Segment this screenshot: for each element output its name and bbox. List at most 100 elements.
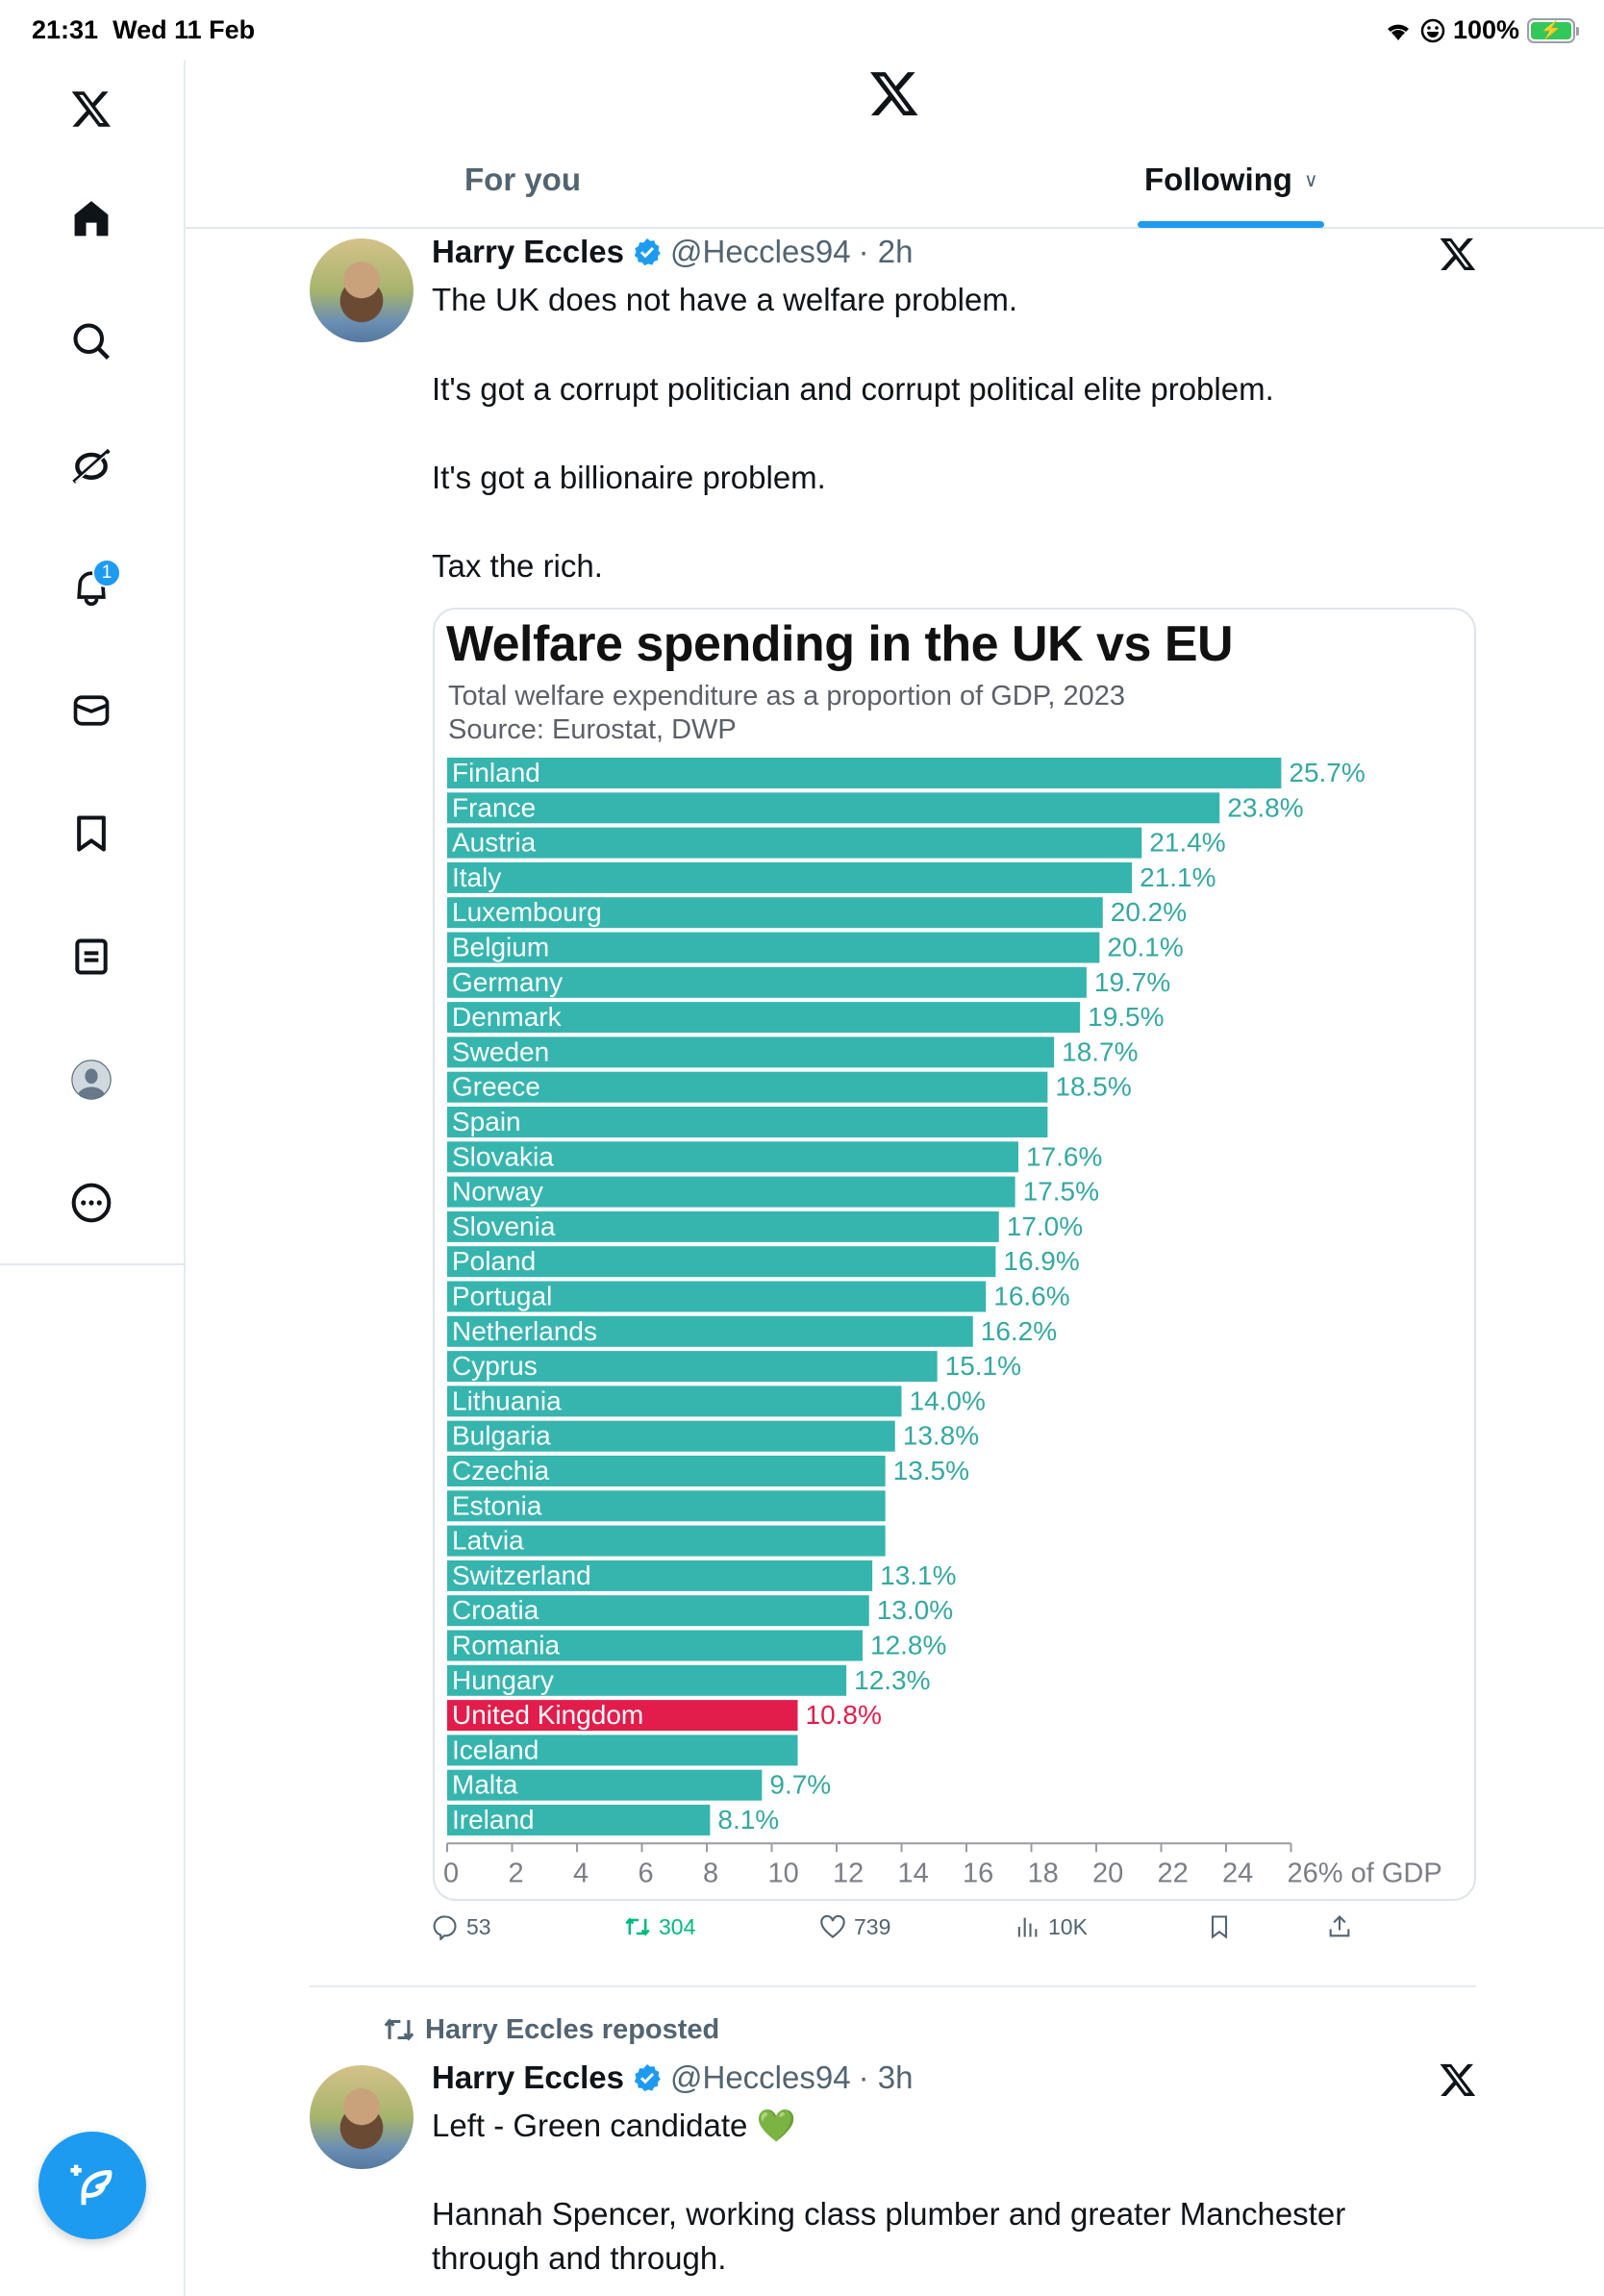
bar-value-label: 19.5% [1088, 1002, 1164, 1032]
bar-value-label: 21.1% [1140, 862, 1216, 892]
x-tick-label: 16 [963, 1858, 993, 1888]
bar [447, 1630, 863, 1661]
like-count: 739 [854, 1913, 891, 1939]
bar-value-label: 13.5% [893, 1456, 969, 1485]
bar-value-label: 21.4% [1149, 828, 1225, 858]
bar-category-label: Italy [452, 862, 501, 892]
bar [447, 1036, 1055, 1068]
bar-category-label: Netherlands [452, 1316, 597, 1346]
chart-title: Welfare spending in the UK vs EU [446, 616, 1234, 672]
reply-button[interactable]: 53 [432, 1913, 491, 1940]
verified-badge-icon [634, 2064, 661, 2092]
more-icon[interactable] [60, 1171, 123, 1235]
mail-icon[interactable] [60, 679, 123, 742]
bar [447, 1141, 1018, 1173]
share-button[interactable] [1326, 1913, 1353, 1940]
bar [447, 1595, 869, 1627]
bar [447, 1176, 1015, 1208]
x-tick-label: 2 [509, 1858, 524, 1888]
bar-value-label: 17.5% [1023, 1177, 1099, 1207]
bookmark-button[interactable] [1206, 1913, 1233, 1940]
author-handle[interactable]: @Heccles94 [669, 234, 851, 269]
x-tick-label: 14 [898, 1858, 929, 1888]
profile-icon[interactable] [60, 1048, 123, 1111]
bar-category-label: Romania [452, 1631, 560, 1660]
bar [447, 1700, 798, 1732]
bookmark-icon[interactable] [60, 802, 123, 865]
grok-actions-icon[interactable] [1439, 2060, 1477, 2099]
bar-category-label: Estonia [452, 1490, 542, 1520]
bar-category-label: Greece [452, 1072, 540, 1102]
x-tick-label: 22 [1158, 1858, 1189, 1888]
repost-icon [625, 1917, 650, 1936]
tab-for-you[interactable]: For you [464, 162, 581, 197]
tab-following-label: Following [1144, 162, 1292, 197]
bar-category-label: France [452, 792, 536, 822]
author-name[interactable]: Harry Eccles [432, 2059, 624, 2095]
bar [447, 1107, 1048, 1137]
bar [447, 792, 1220, 824]
tweet-time[interactable]: · 2h [858, 234, 914, 269]
share-icon [1329, 1915, 1350, 1937]
view-count: 10K [1048, 1913, 1088, 1939]
reply-icon [433, 1915, 457, 1940]
bar-category-label: Ireland [452, 1805, 535, 1834]
focus-smiley-icon [1420, 18, 1445, 42]
bar-chart: Finland 25.7% France 23.8% Austria 21.4% Italy… [443, 758, 1442, 1888]
reply-count: 53 [466, 1913, 491, 1939]
tweet-time[interactable]: · 3h [858, 2059, 914, 2095]
heart-icon [820, 1914, 845, 1938]
author-name[interactable]: Harry Eccles [432, 234, 624, 269]
search-icon[interactable] [60, 310, 123, 373]
bar [447, 1525, 886, 1557]
bar-value-label: 12.8% [870, 1631, 946, 1660]
bell-icon[interactable]: 1 [60, 555, 123, 618]
bar-value-label: 18.7% [1062, 1036, 1138, 1066]
x-logo-icon[interactable] [60, 77, 123, 140]
bar-category-label: Norway [452, 1177, 543, 1207]
bar-category-label: Finland [452, 758, 540, 787]
grok-icon[interactable] [60, 433, 123, 496]
bar [447, 758, 1282, 788]
bar-category-label: Spain [452, 1107, 521, 1136]
bar [447, 1385, 902, 1417]
bar [447, 1246, 996, 1278]
bar [447, 1071, 1048, 1103]
bar-category-label: Czechia [452, 1456, 550, 1485]
bar-value-label: 14.0% [910, 1385, 986, 1415]
x-tick-label: 8 [703, 1858, 718, 1888]
list-icon[interactable] [60, 925, 123, 988]
like-button[interactable]: 739 [819, 1913, 890, 1940]
bar [447, 1420, 895, 1452]
avatar[interactable] [310, 238, 414, 342]
bar [447, 1805, 711, 1835]
notification-badge: 1 [92, 559, 121, 587]
bar-category-label: Switzerland [452, 1560, 591, 1590]
views-chart-icon [1017, 1917, 1038, 1937]
tab-following[interactable]: Following ∨ [1144, 162, 1318, 198]
x-tick-label: 26% of GDP [1288, 1858, 1442, 1888]
sidebar: 1 [0, 60, 186, 2296]
battery-icon: ⚡ [1527, 17, 1579, 43]
bar-category-label: Slovakia [452, 1141, 554, 1171]
tweet-text-line: Left - Green candidate 💚 [432, 2108, 796, 2143]
bar-value-label: 23.8% [1227, 792, 1303, 822]
avatar[interactable] [310, 2065, 414, 2169]
x-header-logo-icon [868, 67, 920, 119]
chart-image[interactable]: Welfare spending in the UK vs EU Total w… [433, 608, 1476, 1901]
repost-indicator[interactable]: Harry Eccles reposted [383, 2013, 719, 2046]
bar [447, 1351, 938, 1383]
bar [447, 1560, 873, 1591]
repost-button[interactable]: 304 [624, 1913, 695, 1940]
bar-category-label: Latvia [452, 1526, 524, 1556]
battery-percent: 100% [1452, 15, 1519, 44]
views-button[interactable]: 10K [1014, 1913, 1088, 1940]
bar-category-label: Slovenia [452, 1211, 556, 1241]
author-handle[interactable]: @Heccles94 [669, 2059, 851, 2095]
home-icon[interactable] [60, 187, 123, 251]
tweet-header: Harry Eccles @Heccles94 · 2h [432, 234, 913, 270]
timeline-tabs: For you Following ∨ [186, 144, 1604, 229]
grok-actions-icon[interactable] [1439, 235, 1477, 273]
compose-button[interactable] [38, 2132, 146, 2239]
bar-value-label: 16.9% [1003, 1246, 1079, 1276]
